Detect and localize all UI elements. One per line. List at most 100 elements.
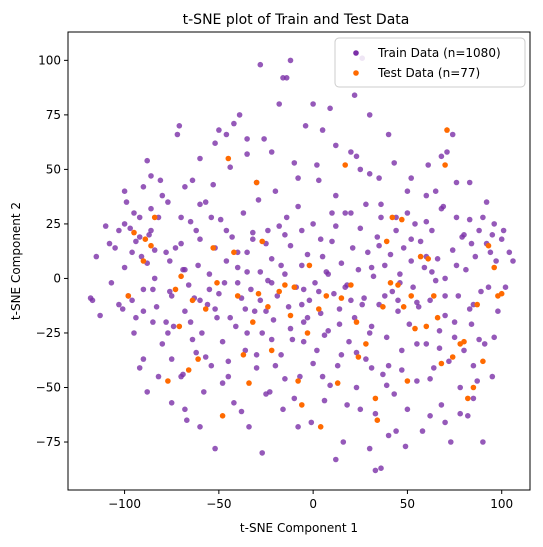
test-point <box>423 323 430 330</box>
train-point <box>150 286 156 293</box>
train-point <box>89 297 96 304</box>
train-point <box>212 306 218 312</box>
train-point <box>259 330 266 336</box>
train-point <box>133 238 139 245</box>
train-point <box>442 312 448 319</box>
train-point <box>106 240 113 247</box>
train-point <box>427 376 433 382</box>
train-point <box>280 75 286 81</box>
test-point <box>189 297 196 304</box>
train-point <box>374 234 381 240</box>
train-point <box>259 450 266 456</box>
train-point <box>223 258 230 264</box>
test-point <box>142 236 149 242</box>
test-point <box>461 338 467 345</box>
train-point <box>382 262 388 269</box>
train-point <box>182 184 188 190</box>
train-point <box>229 234 235 240</box>
train-point <box>93 253 100 260</box>
train-point <box>276 223 283 229</box>
train-point <box>404 210 411 216</box>
train-point <box>121 264 128 271</box>
test-point <box>498 290 505 297</box>
train-point <box>480 214 486 221</box>
train-point <box>472 253 479 260</box>
test-point <box>399 216 405 223</box>
test-point <box>219 413 226 419</box>
test-point <box>485 242 492 249</box>
test-point <box>374 417 381 424</box>
test-point <box>253 179 260 186</box>
train-point <box>316 288 322 295</box>
train-point <box>393 227 399 234</box>
train-point <box>233 323 239 330</box>
train-point <box>391 160 398 166</box>
train-point <box>432 188 439 194</box>
train-point <box>265 227 271 234</box>
train-point <box>385 131 392 138</box>
train-point <box>295 175 301 181</box>
train-point <box>112 245 118 251</box>
train-point <box>268 149 275 155</box>
train-point <box>408 175 415 181</box>
y-tick-label: −25 <box>36 326 61 340</box>
train-point <box>432 277 439 284</box>
test-point <box>342 162 349 168</box>
train-point <box>234 264 241 271</box>
test-point <box>317 424 324 430</box>
train-point <box>474 378 481 384</box>
train-point <box>357 225 364 232</box>
test-point <box>395 282 401 288</box>
train-point <box>363 201 369 208</box>
test-point <box>417 253 424 260</box>
test-point <box>389 214 396 221</box>
x-tick-label: −100 <box>108 497 141 511</box>
train-point <box>148 173 154 179</box>
train-point <box>212 140 218 146</box>
x-axis-ticks: −100 −50 0 50 100 <box>108 490 513 511</box>
train-point <box>304 251 311 258</box>
train-point <box>500 227 507 234</box>
test-point <box>210 245 216 251</box>
train-point <box>263 308 269 315</box>
train-point <box>359 301 366 308</box>
test-point <box>412 325 418 332</box>
train-point <box>436 328 443 334</box>
train-point <box>438 205 445 212</box>
train-point <box>263 391 269 397</box>
train-point <box>300 338 307 345</box>
y-axis-ticks: −75 −50 −25 0 25 50 75 100 <box>36 53 68 449</box>
test-point <box>225 155 232 162</box>
train-point <box>429 227 435 234</box>
legend-box <box>334 37 526 88</box>
train-point <box>466 216 473 223</box>
test-point <box>291 284 298 291</box>
y-tick-label: 25 <box>46 217 61 231</box>
train-point <box>478 288 484 295</box>
test-point <box>442 162 448 168</box>
train-point <box>185 282 192 288</box>
train-point <box>327 105 333 112</box>
test-point <box>431 293 437 299</box>
train-point <box>223 227 230 234</box>
train-point <box>157 177 164 184</box>
test-point <box>380 304 386 310</box>
train-point <box>453 262 460 269</box>
test-point <box>231 249 237 256</box>
train-point <box>285 304 292 310</box>
train-point <box>219 338 226 345</box>
train-point <box>325 328 332 334</box>
train-point <box>429 269 435 275</box>
train-point <box>442 293 448 299</box>
test-point <box>449 354 456 360</box>
train-point <box>299 301 305 308</box>
train-point <box>97 312 103 319</box>
train-point <box>510 258 516 264</box>
train-point <box>282 376 288 382</box>
train-point <box>493 258 499 264</box>
train-point <box>402 443 409 450</box>
test-point <box>172 286 179 293</box>
train-point <box>210 181 216 188</box>
train-point <box>308 419 315 426</box>
train-point <box>270 317 277 323</box>
